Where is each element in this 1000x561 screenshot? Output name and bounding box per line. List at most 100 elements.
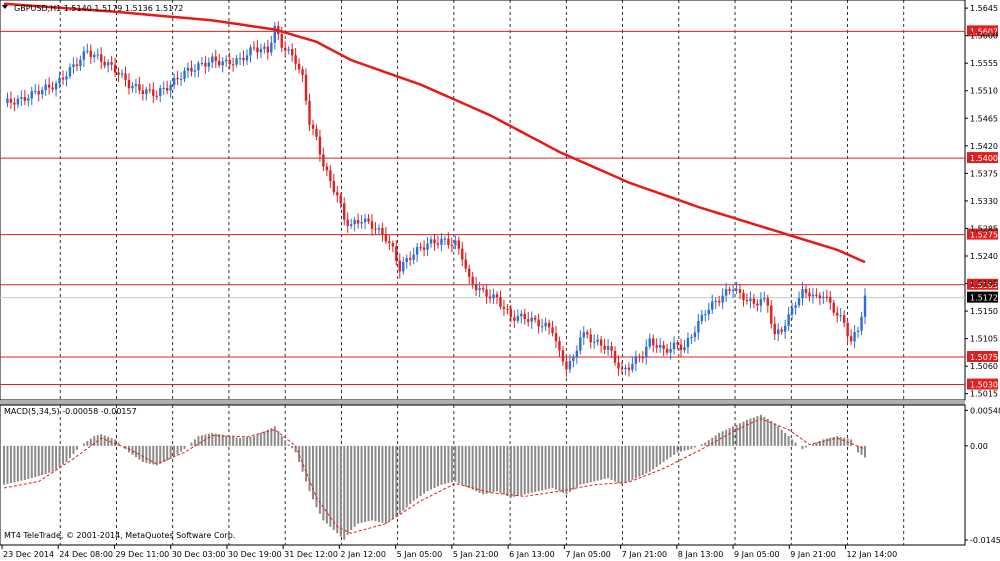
candle-body — [381, 227, 384, 235]
candle-body — [783, 325, 787, 332]
candle-body — [176, 77, 179, 80]
candle-body — [832, 302, 835, 313]
price-y-axis: 1.5607 1.5400 1.5275 1.5193 1.5075 1.5030 1.51… — [965, 4, 998, 399]
candle-body — [51, 87, 54, 90]
candle-body — [44, 84, 47, 91]
candle-body — [211, 56, 214, 63]
candle-body — [100, 54, 103, 62]
price-tick-label: 1.5195 — [970, 280, 998, 289]
candle-body — [492, 294, 495, 299]
candle-body — [356, 220, 360, 224]
candle-body — [20, 96, 23, 99]
candle-body — [759, 299, 763, 306]
horizontal-level-lines[interactable] — [0, 30, 965, 386]
candle-body — [422, 247, 426, 250]
x-tick-label: 29 Dec 11:00 — [115, 550, 169, 559]
x-tick-label: 6 Jan 13:00 — [509, 550, 555, 559]
candle-body — [450, 244, 454, 246]
candle-body — [124, 73, 127, 81]
copyright-text: MT4 TeleTrade, © 2001-2014, MetaQuotes S… — [4, 531, 235, 540]
symbol-ohlc-header: GBPUSD,H1 1.5140 1.5179 1.5136 1.5172 — [14, 4, 183, 13]
candle-body — [436, 243, 440, 245]
candle-body — [179, 78, 183, 80]
candle-body — [572, 357, 575, 361]
candle-body — [169, 84, 172, 91]
candle-body — [815, 294, 818, 296]
candle-body — [419, 247, 422, 249]
candle-body — [662, 345, 665, 349]
price-tick-label: 1.5105 — [970, 335, 998, 344]
x-tick-label: 23 Dec 2014 — [3, 550, 54, 559]
candle-body — [579, 337, 582, 351]
candle-body — [402, 261, 405, 272]
candle-body — [766, 298, 769, 306]
candle-body — [200, 63, 204, 65]
candle-body — [655, 345, 658, 348]
candle-body — [6, 98, 9, 103]
candle-body — [488, 296, 492, 299]
candle-body — [520, 313, 523, 317]
candle-body — [103, 61, 106, 66]
candle-body — [745, 299, 749, 301]
price-tick-label: 1.5645 — [970, 4, 998, 13]
pane-separator[interactable] — [0, 400, 965, 405]
candle-body — [818, 295, 822, 299]
candle-body — [242, 57, 245, 61]
candle-body — [311, 124, 315, 129]
candle-body — [797, 298, 801, 306]
candle-body — [714, 301, 717, 303]
candle-body — [652, 338, 655, 346]
candle-body — [728, 289, 731, 291]
candle-body — [679, 344, 683, 350]
candle-body — [391, 243, 395, 247]
candle-body — [752, 298, 756, 304]
candle-body — [533, 317, 537, 320]
price-vertical-grid — [59, 0, 905, 400]
candle-body — [589, 334, 592, 343]
candle-body — [259, 48, 263, 53]
candle-body — [79, 59, 82, 66]
level-tag — [967, 228, 998, 240]
price-tick-label: 1.5240 — [970, 252, 998, 261]
candle-body — [638, 356, 641, 358]
macd-panel[interactable]: MACD(5,34,5) -0.00058 -0.00157 MT4 TeleT… — [0, 404, 966, 546]
candle-body — [433, 239, 436, 244]
macd-histogram — [3, 414, 866, 540]
candle-body — [516, 316, 520, 321]
candle-body — [235, 58, 238, 65]
level-tag — [967, 152, 998, 164]
candle-body — [218, 61, 221, 66]
level-tag-label: 1.5607 — [970, 27, 998, 36]
price-chart[interactable]: GBPUSD,H1 1.5140 1.5179 1.5136 1.5172 — [0, 0, 966, 401]
candle-body — [513, 317, 516, 321]
candle-body — [193, 70, 197, 72]
candle-body — [631, 363, 634, 370]
x-tick-label: 30 Dec 19:00 — [228, 550, 282, 559]
candle-body — [530, 317, 533, 322]
candle-body — [527, 319, 530, 322]
candle-body — [162, 87, 165, 89]
candle-body — [523, 313, 526, 320]
candle-body — [471, 276, 474, 285]
price-tick-label: 1.5600 — [970, 32, 998, 41]
x-tick-label: 8 Jan 13:00 — [678, 550, 724, 559]
candle-body — [603, 345, 606, 350]
x-tick-label: 7 Jan 21:00 — [622, 550, 668, 559]
candle-body — [388, 241, 391, 244]
candle-body — [152, 89, 155, 96]
candle-body — [72, 64, 75, 68]
candle-body — [749, 298, 752, 301]
candle-body — [596, 339, 599, 342]
price-tick-label: 1.5015 — [970, 390, 998, 399]
candle-body — [724, 289, 728, 296]
macd-vertical-grid — [59, 405, 905, 545]
candle-body — [266, 46, 270, 53]
candle-body — [54, 83, 58, 90]
candle-body — [804, 289, 808, 293]
candle-body — [172, 77, 176, 85]
candle-body — [429, 239, 433, 244]
price-tick-label: 1.5465 — [970, 114, 998, 123]
candle-body — [155, 95, 158, 97]
candle-body — [304, 74, 308, 101]
